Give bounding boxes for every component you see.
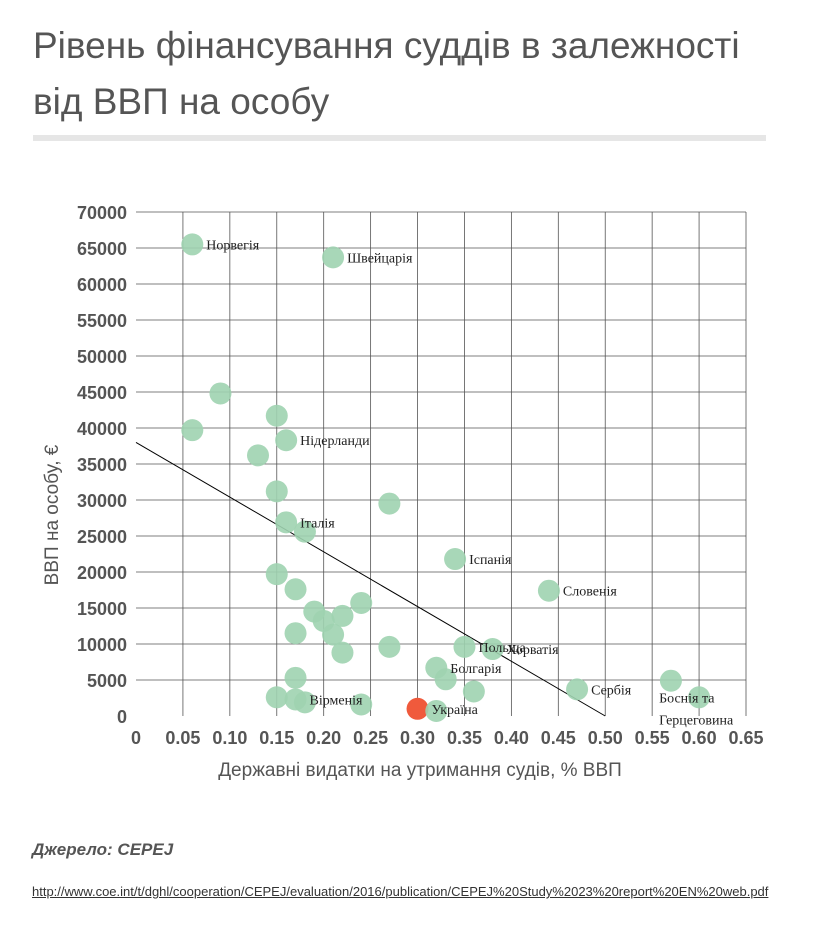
point-label: Україна [432, 703, 479, 718]
trend-line [135, 441, 606, 717]
data-point [284, 578, 307, 601]
y-tick-label: 70000 [77, 203, 127, 223]
y-tick-label: 45000 [77, 383, 127, 403]
point-label: Норвегія [206, 238, 259, 253]
data-point [284, 666, 307, 689]
data-point [284, 622, 307, 645]
y-tick-label: 0 [117, 707, 127, 727]
x-tick-label: 0.40 [494, 728, 529, 748]
y-axis-label: ВВП на особу, € [42, 444, 63, 585]
data-point [322, 623, 345, 646]
point-label: Швейцарія [347, 251, 413, 266]
data-point [350, 591, 373, 614]
title-divider [33, 135, 766, 141]
point-labels: Норвегія Швейцарія Нідерланди Італія Іспанія… [206, 238, 734, 728]
point-label: Словенія [563, 585, 617, 600]
data-point [434, 668, 457, 691]
data-point [688, 686, 711, 709]
x-tick-label: 0.20 [306, 728, 341, 748]
data-point [293, 691, 316, 714]
data-points [181, 233, 711, 722]
y-tick-label: 5000 [87, 671, 127, 691]
data-point [322, 246, 345, 269]
chart-grid [136, 211, 747, 716]
data-point [265, 686, 288, 709]
point-label: Хорватія [507, 643, 560, 658]
point-label: Болгарія [450, 662, 502, 677]
data-point [425, 699, 448, 722]
y-tick-label: 65000 [77, 239, 127, 259]
y-tick-label: 20000 [77, 563, 127, 583]
x-tick-label: 0.25 [353, 728, 388, 748]
point-label: Боснія та Герцеговина [659, 691, 734, 728]
data-point [247, 444, 269, 467]
data-point [453, 635, 476, 658]
data-point-highlight [406, 697, 429, 720]
data-point [566, 678, 589, 701]
y-tick-label: 35000 [77, 455, 127, 475]
x-tick-label: 0.15 [259, 728, 294, 748]
data-point [265, 563, 288, 586]
chart-title: Рівень фінансування суддів в залежності … [33, 25, 740, 122]
data-point [444, 548, 467, 571]
point-label: Польща [478, 641, 526, 656]
data-point [265, 404, 288, 427]
point-label: Сербія [591, 683, 632, 698]
x-axis-label: Державні видатки на утримання судів, % В… [218, 760, 622, 781]
data-point [181, 233, 204, 256]
data-point [275, 511, 298, 534]
data-point [275, 429, 298, 452]
y-tick-labels: 0 5000 10000 15000 20000 25000 30000 35000 40000… [77, 203, 127, 727]
x-tick-label: 0.35 [447, 728, 482, 748]
source-label: Джерело: CEPEJ [32, 840, 174, 859]
y-tick-label: 25000 [77, 527, 127, 547]
data-point [378, 492, 401, 515]
y-tick-label: 10000 [77, 635, 127, 655]
data-point [537, 579, 560, 602]
data-point [265, 480, 288, 503]
x-tick-label: 0.55 [635, 728, 670, 748]
y-tick-label: 40000 [77, 419, 127, 439]
y-tick-label: 15000 [77, 599, 127, 619]
x-tick-label: 0.30 [400, 728, 435, 748]
data-point [378, 635, 401, 658]
x-tick-label: 0 [131, 728, 141, 748]
y-tick-label: 60000 [77, 275, 127, 295]
x-tick-label: 0.65 [728, 728, 763, 748]
x-tick-label: 0.50 [588, 728, 623, 748]
data-point [331, 641, 354, 664]
x-tick-label: 0.10 [212, 728, 247, 748]
point-label: Італія [300, 516, 335, 531]
point-label: Нідерланди [300, 434, 370, 449]
data-point [350, 693, 373, 716]
y-tick-label: 50000 [77, 347, 127, 367]
data-point [181, 419, 204, 442]
data-point [293, 520, 316, 543]
x-tick-labels: 0 0.05 0.10 0.15 0.20 0.25 0.30 0.35 0.40 0.45 0.5… [131, 728, 764, 748]
scatter-chart: 0 5000 10000 15000 20000 25000 30000 35000 40000… [42, 203, 764, 781]
y-tick-label: 30000 [77, 491, 127, 511]
point-label: Іспанія [469, 553, 512, 568]
data-point [462, 680, 485, 703]
data-point [331, 604, 354, 627]
data-point [209, 382, 232, 405]
data-point [481, 638, 504, 661]
x-tick-label: 0.05 [165, 728, 200, 748]
x-tick-label: 0.45 [541, 728, 576, 748]
point-label: Вірменія [310, 693, 363, 708]
x-tick-label: 0.60 [682, 728, 717, 748]
source-link[interactable]: http://www.coe.int/t/dghl/cooperation/CE… [32, 884, 769, 899]
y-tick-label: 55000 [77, 311, 127, 331]
data-point [659, 669, 682, 692]
